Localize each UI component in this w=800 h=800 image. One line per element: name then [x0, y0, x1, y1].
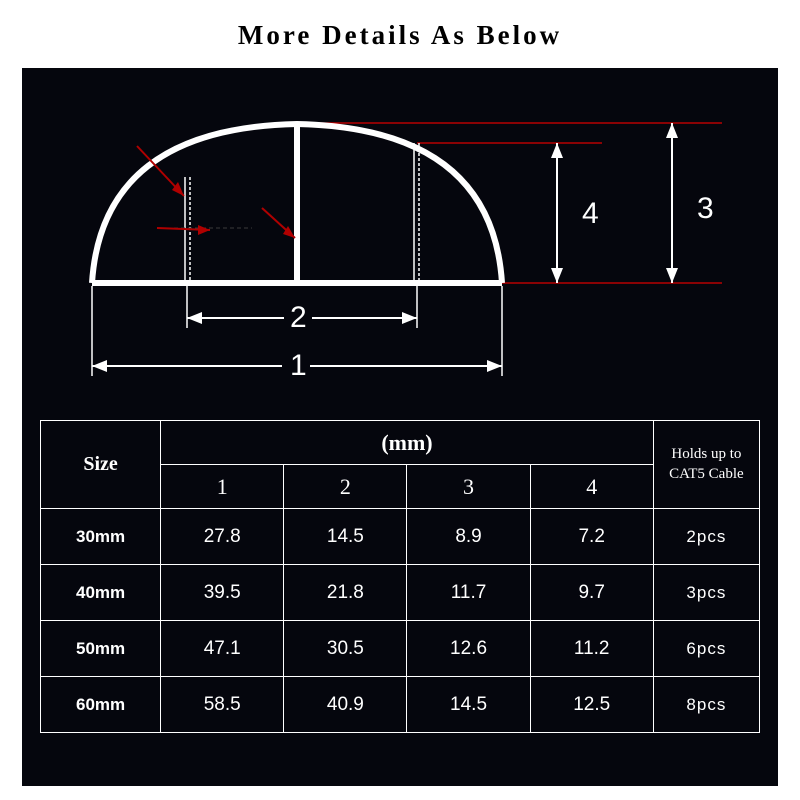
dim-2-arrow-l — [187, 312, 202, 324]
spec-table: Size (mm) Holds up to CAT5 Cable 1 2 3 4 — [40, 420, 760, 733]
cell-holds: 2pcs — [653, 509, 759, 565]
header-col-3: 3 — [407, 465, 530, 509]
cell-v3: 12.6 — [407, 621, 530, 677]
dim-4-arrow-top — [551, 143, 563, 158]
dim-1-arrow-r — [487, 360, 502, 372]
dim-1-label: 1 — [290, 349, 307, 382]
table-body: 30mm 27.8 14.5 8.9 7.2 2pcs 40mm 39.5 21… — [41, 509, 760, 733]
cell-v1: 27.8 — [161, 509, 284, 565]
cell-v4: 7.2 — [530, 509, 653, 565]
cell-v1: 39.5 — [161, 565, 284, 621]
spec-table-wrap: Size (mm) Holds up to CAT5 Cable 1 2 3 4 — [40, 420, 760, 733]
dim-4-label: 4 — [582, 197, 599, 230]
cell-v4: 12.5 — [530, 677, 653, 733]
cell-v1: 47.1 — [161, 621, 284, 677]
cell-v3: 11.7 — [407, 565, 530, 621]
cell-v3: 8.9 — [407, 509, 530, 565]
cell-v4: 11.2 — [530, 621, 653, 677]
cell-v1: 58.5 — [161, 677, 284, 733]
dim-3-arrow-top — [666, 123, 678, 138]
profile-diagram: 4 3 2 1 — [22, 68, 778, 413]
table-row: 40mm 39.5 21.8 11.7 9.7 3pcs — [41, 565, 760, 621]
cell-holds: 3pcs — [653, 565, 759, 621]
cell-v4: 9.7 — [530, 565, 653, 621]
header-col-2: 2 — [284, 465, 407, 509]
cell-holds: 8pcs — [653, 677, 759, 733]
cell-size: 50mm — [41, 621, 161, 677]
page-title: More Details As Below — [0, 0, 800, 65]
dim-2-arrow-r — [402, 312, 417, 324]
dim-3-arrow-bot — [666, 268, 678, 283]
cell-size: 40mm — [41, 565, 161, 621]
cell-size: 60mm — [41, 677, 161, 733]
header-holds: Holds up to CAT5 Cable — [653, 421, 759, 509]
page: More Details As Below — [0, 0, 800, 800]
header-col-1: 1 — [161, 465, 284, 509]
cell-v3: 14.5 — [407, 677, 530, 733]
table-row: 30mm 27.8 14.5 8.9 7.2 2pcs — [41, 509, 760, 565]
header-holds-line1: Holds up to — [658, 445, 755, 465]
header-col-4: 4 — [530, 465, 653, 509]
header-unit: (mm) — [161, 421, 654, 465]
dark-panel: 4 3 2 1 — [22, 68, 778, 786]
table-header-row-1: Size (mm) Holds up to CAT5 Cable — [41, 421, 760, 465]
dim-2-label: 2 — [290, 301, 307, 334]
cell-v2: 21.8 — [284, 565, 407, 621]
cell-size: 30mm — [41, 509, 161, 565]
dim-4-arrow-bot — [551, 268, 563, 283]
table-row: 50mm 47.1 30.5 12.6 11.2 6pcs — [41, 621, 760, 677]
table-row: 60mm 58.5 40.9 14.5 12.5 8pcs — [41, 677, 760, 733]
dim-1-arrow-l — [92, 360, 107, 372]
header-size: Size — [41, 421, 161, 509]
arrow-pointer-2-head — [198, 225, 210, 235]
cell-holds: 6pcs — [653, 621, 759, 677]
cell-v2: 40.9 — [284, 677, 407, 733]
dim-3-label: 3 — [697, 192, 714, 225]
cell-v2: 30.5 — [284, 621, 407, 677]
cell-v2: 14.5 — [284, 509, 407, 565]
header-holds-line2: CAT5 Cable — [658, 465, 755, 485]
